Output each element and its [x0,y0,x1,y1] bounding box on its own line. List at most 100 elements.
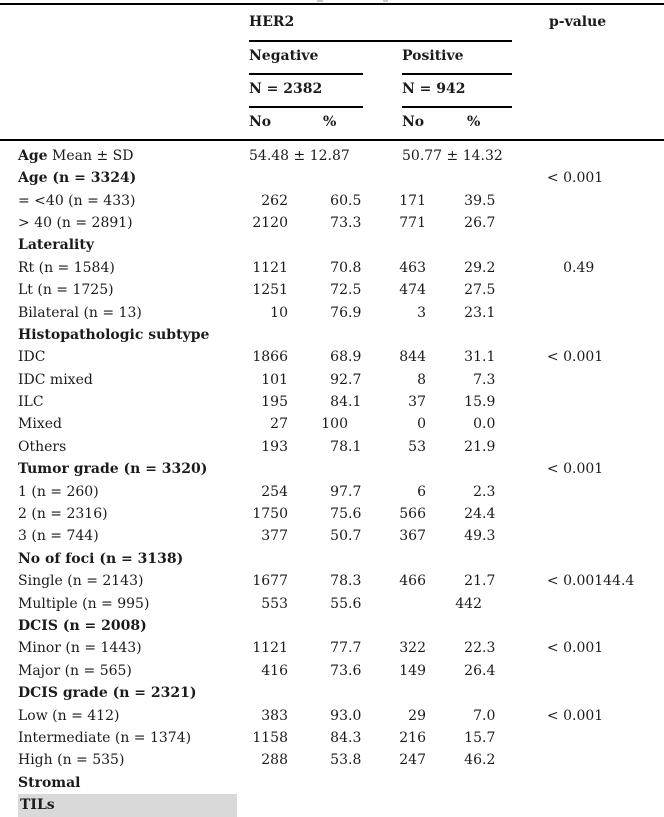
positive-percent-value-frac: .3 [482,528,496,545]
negative-count-value: 1677 [252,573,288,590]
positive-percent-value-int: 49 [464,528,482,545]
p-value-int [516,615,572,637]
row-label: Lt (n = 1725) [18,282,114,299]
p-value-int [516,727,572,749]
negative-percent-value-frac: .6 [348,662,362,679]
row-label: Mixed [18,416,62,433]
table-row: Bilateral (n = 13) 10 76.9 3 23.1 [0,302,664,324]
positive-percent-value-int: 7 [473,707,482,724]
row-label: DCIS (n = 2008) [18,618,147,634]
table-row: > 40 (n = 2891) 2120 73.3 771 26.7 [0,212,664,234]
p-value-int [516,234,572,256]
negative-count-value: 377 [261,528,288,545]
negative-percent-value-frac: .0 [348,707,362,724]
negative-percent-value-int: 50 [330,528,348,545]
positive-count-value: 6 [417,483,426,500]
negative-percent-value-frac: .9 [348,304,362,321]
negative-count-value: 27 [270,416,288,433]
positive-percent-value-frac [482,593,516,615]
positive-percent-value-int: 23 [464,304,482,321]
p-value-int [516,413,572,435]
negative-count-value: 383 [261,707,288,724]
positive-percent-value-int: 29 [464,259,482,276]
p-value-frac [572,727,664,749]
table-row: Tumor grade (n = 3320) < 0.001 [0,458,664,480]
row-label: Laterality [18,237,94,254]
positive-percent-value-int: 0 [473,416,482,433]
table-row: 1 (n = 260) 254 97.7 6 2.3 [0,481,664,503]
row-label: 1 (n = 260) [18,483,99,500]
negative-n-label: N = 2382 [249,81,323,97]
row-label: High (n = 535) [18,752,125,769]
negative-percent-value-int: 100 [321,416,348,433]
negative-count-value [237,682,288,704]
negative-count-value: 101 [261,371,288,388]
positive-percent-value-frac: .0 [482,707,496,724]
p-value-frac: .001 [572,640,604,657]
negative-percent-value-frac: .8 [348,259,362,276]
negative-count-value: 416 [261,662,288,679]
negative-percent-value-int: 60 [330,192,348,209]
negative-percent-value-int: 78 [330,573,348,590]
p-value-frac: .001 [572,461,604,478]
positive-count-value [386,548,426,570]
p-value-int [516,593,572,615]
positive-count-value: 566 [399,506,426,523]
negative-count-value: 1158 [252,729,288,746]
positive-underline [402,73,512,75]
negative-percent-value-frac [348,167,386,189]
p-value-int [516,279,572,301]
row-label: No of foci (n = 3138) [18,550,184,567]
p-value-frac: .001 [572,170,604,187]
p-value-int [516,369,572,391]
positive-percent-value-frac: .2 [482,259,496,276]
header-bottom-rule [0,139,664,142]
negative-percent-value-frac: .6 [348,595,362,612]
positive-count-value [386,593,426,615]
row-label: Others [18,438,67,455]
positive-percent-value-frac [482,682,516,704]
negative-count-value: 1121 [252,640,288,657]
positive-percent-value-frac: .4 [482,506,496,523]
negative-count-value: 262 [261,192,288,209]
p-value-frac [572,682,664,704]
negative-count-value: 195 [261,394,288,411]
positive-count-value: 367 [399,528,426,545]
table-row: Age Mean ± SD 54.48 ± 12.87 50.77 ± 14.32 [0,145,664,167]
p-value-int [516,481,572,503]
negative-count-header: No [249,114,272,130]
p-value-int: < 0 [546,170,572,187]
positive-percent-value-frac: .1 [482,304,496,321]
table-row: Laterality [0,234,664,256]
negative-percent-value-int: 92 [330,371,348,388]
positive-count-value: 474 [399,282,426,299]
p-value-int [516,302,572,324]
positive-count-value [386,615,426,637]
p-value-frac: .49 [572,259,595,276]
row-label: 2 (n = 2316) [18,506,108,523]
table-row: Single (n = 2143) 1677 78.3 466 21.7 < 0.0014… [0,570,664,592]
table-row: Minor (n = 1443) 1121 77.7 322 22.3 < 0.001 [0,637,664,659]
table-row: IDC 1866 68.9 844 31.1 < 0.001 [0,346,664,368]
p-value-int [516,391,572,413]
positive-count-value [386,458,426,480]
positive-count-value: 0 [417,416,426,433]
negative-count-value [237,615,288,637]
negative-percent-header: % [323,114,337,130]
negative-count-value: 1251 [252,282,288,299]
positive-percent-value-frac: .3 [482,371,496,388]
positive-count-value: 149 [399,662,426,679]
table-row: High (n = 535) 288 53.8 247 46.2 [0,749,664,771]
row-label: DCIS grade (n = 2321) [18,685,197,702]
p-value-frac [572,749,664,771]
table-row: ILC 195 84.1 37 15.9 [0,391,664,413]
p-value-int [516,548,572,570]
positive-percent-value-frac: .4 [482,662,496,679]
positive-percent-value-int [426,458,482,480]
positive-percent-value-int: 39 [464,192,482,209]
positive-percent-value-int: 26 [464,662,482,679]
positive-percent-value-frac: .3 [482,483,496,500]
positive-n-label: N = 942 [402,81,466,97]
negative-percent-value-int: 84 [330,729,348,746]
